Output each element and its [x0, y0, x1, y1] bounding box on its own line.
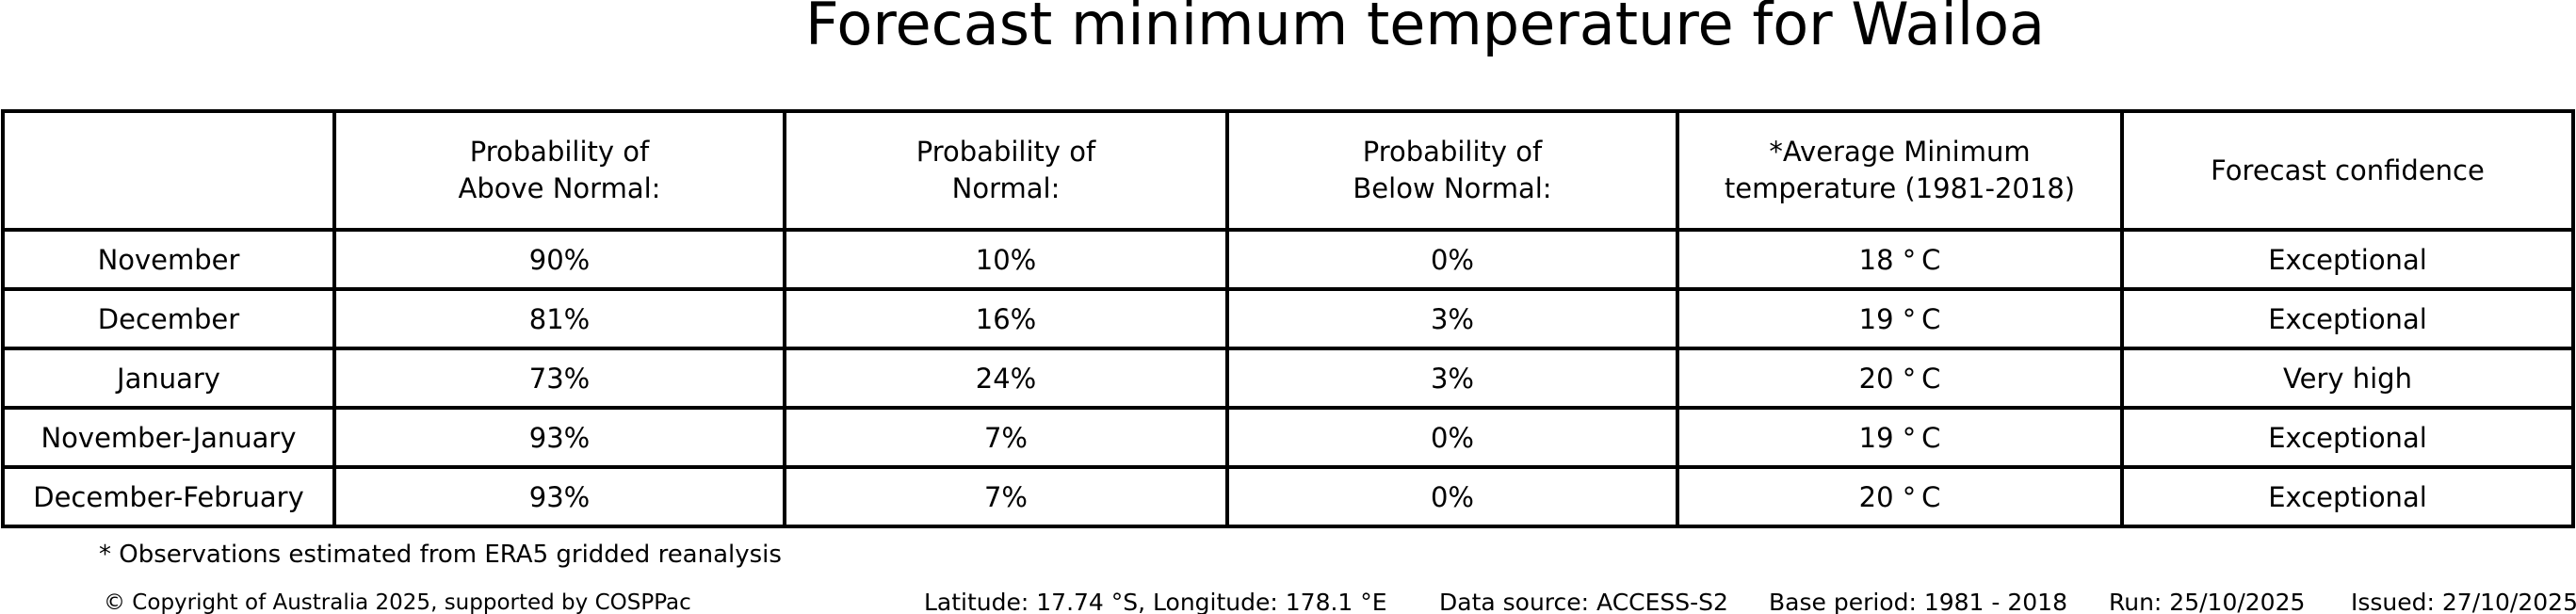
header-average-minimum-temperature: *Average Minimum temperature (1981-2018): [1676, 109, 2124, 232]
run-date-text: Run: 25/10/2025: [2109, 589, 2306, 614]
row-label: November-January: [1, 406, 336, 469]
cell-prob-above: 73%: [332, 347, 786, 410]
cell-prob-below: 3%: [1225, 287, 1679, 350]
cell-prob-below: 3%: [1225, 347, 1679, 410]
issued-date-text: Issued: 27/10/2025: [2351, 589, 2576, 614]
header-prob-below-normal: Probability of Below Normal:: [1225, 109, 1679, 232]
cell-prob-normal: 7%: [783, 406, 1229, 469]
base-period-text: Base period: 1981 - 2018: [1769, 589, 2067, 614]
copyright-text: © Copyright of Australia 2025, supported…: [104, 590, 691, 614]
cell-prob-above: 81%: [332, 287, 786, 350]
header-forecast-confidence: Forecast confidence: [2120, 109, 2575, 232]
table-row-december: December 81% 16% 3% 19 ° C Exceptional: [1, 287, 2575, 350]
cell-prob-below: 0%: [1225, 465, 1679, 528]
cell-confidence: Exceptional: [2120, 228, 2575, 291]
header-prob-above-normal: Probability of Above Normal:: [332, 109, 786, 232]
table-row-december-february: December-February 93% 7% 0% 20 ° C Excep…: [1, 465, 2575, 528]
corner-cell: [1, 109, 336, 232]
cell-confidence: Exceptional: [2120, 406, 2575, 469]
cell-prob-above: 90%: [332, 228, 786, 291]
cell-avg-min-temp: 19 ° C: [1676, 287, 2124, 350]
page-title: Forecast minimum temperature for Wailoa: [804, 0, 2046, 58]
cell-avg-min-temp: 18 ° C: [1676, 228, 2124, 291]
row-label: January: [1, 347, 336, 410]
table-row-january: January 73% 24% 3% 20 ° C Very high: [1, 347, 2575, 410]
data-source-text: Data source: ACCESS-S2: [1439, 589, 1728, 614]
cell-confidence: Exceptional: [2120, 465, 2575, 528]
cell-prob-above: 93%: [332, 406, 786, 469]
cell-prob-normal: 16%: [783, 287, 1229, 350]
header-row: Probability of Above Normal: Probability…: [1, 109, 2575, 232]
cell-avg-min-temp: 20 ° C: [1676, 347, 2124, 410]
cell-prob-below: 0%: [1225, 228, 1679, 291]
table-row-november: November 90% 10% 0% 18 ° C Exceptional: [1, 228, 2575, 291]
footnote-era5: * Observations estimated from ERA5 gridd…: [99, 541, 782, 569]
cell-prob-above: 93%: [332, 465, 786, 528]
cell-prob-normal: 10%: [783, 228, 1229, 291]
forecast-table: Probability of Above Normal: Probability…: [1, 109, 2575, 528]
table-row-november-january: November-January 93% 7% 0% 19 ° C Except…: [1, 406, 2575, 469]
header-prob-normal: Probability of Normal:: [783, 109, 1229, 232]
cell-prob-normal: 24%: [783, 347, 1229, 410]
cell-prob-below: 0%: [1225, 406, 1679, 469]
cell-prob-normal: 7%: [783, 465, 1229, 528]
row-label: December-February: [1, 465, 336, 528]
row-label: December: [1, 287, 336, 350]
row-label: November: [1, 228, 336, 291]
location-text: Latitude: 17.74 °S, Longitude: 178.1 °E: [924, 589, 1387, 614]
cell-avg-min-temp: 20 ° C: [1676, 465, 2124, 528]
cell-confidence: Exceptional: [2120, 287, 2575, 350]
cell-confidence: Very high: [2120, 347, 2575, 410]
cell-avg-min-temp: 19 ° C: [1676, 406, 2124, 469]
